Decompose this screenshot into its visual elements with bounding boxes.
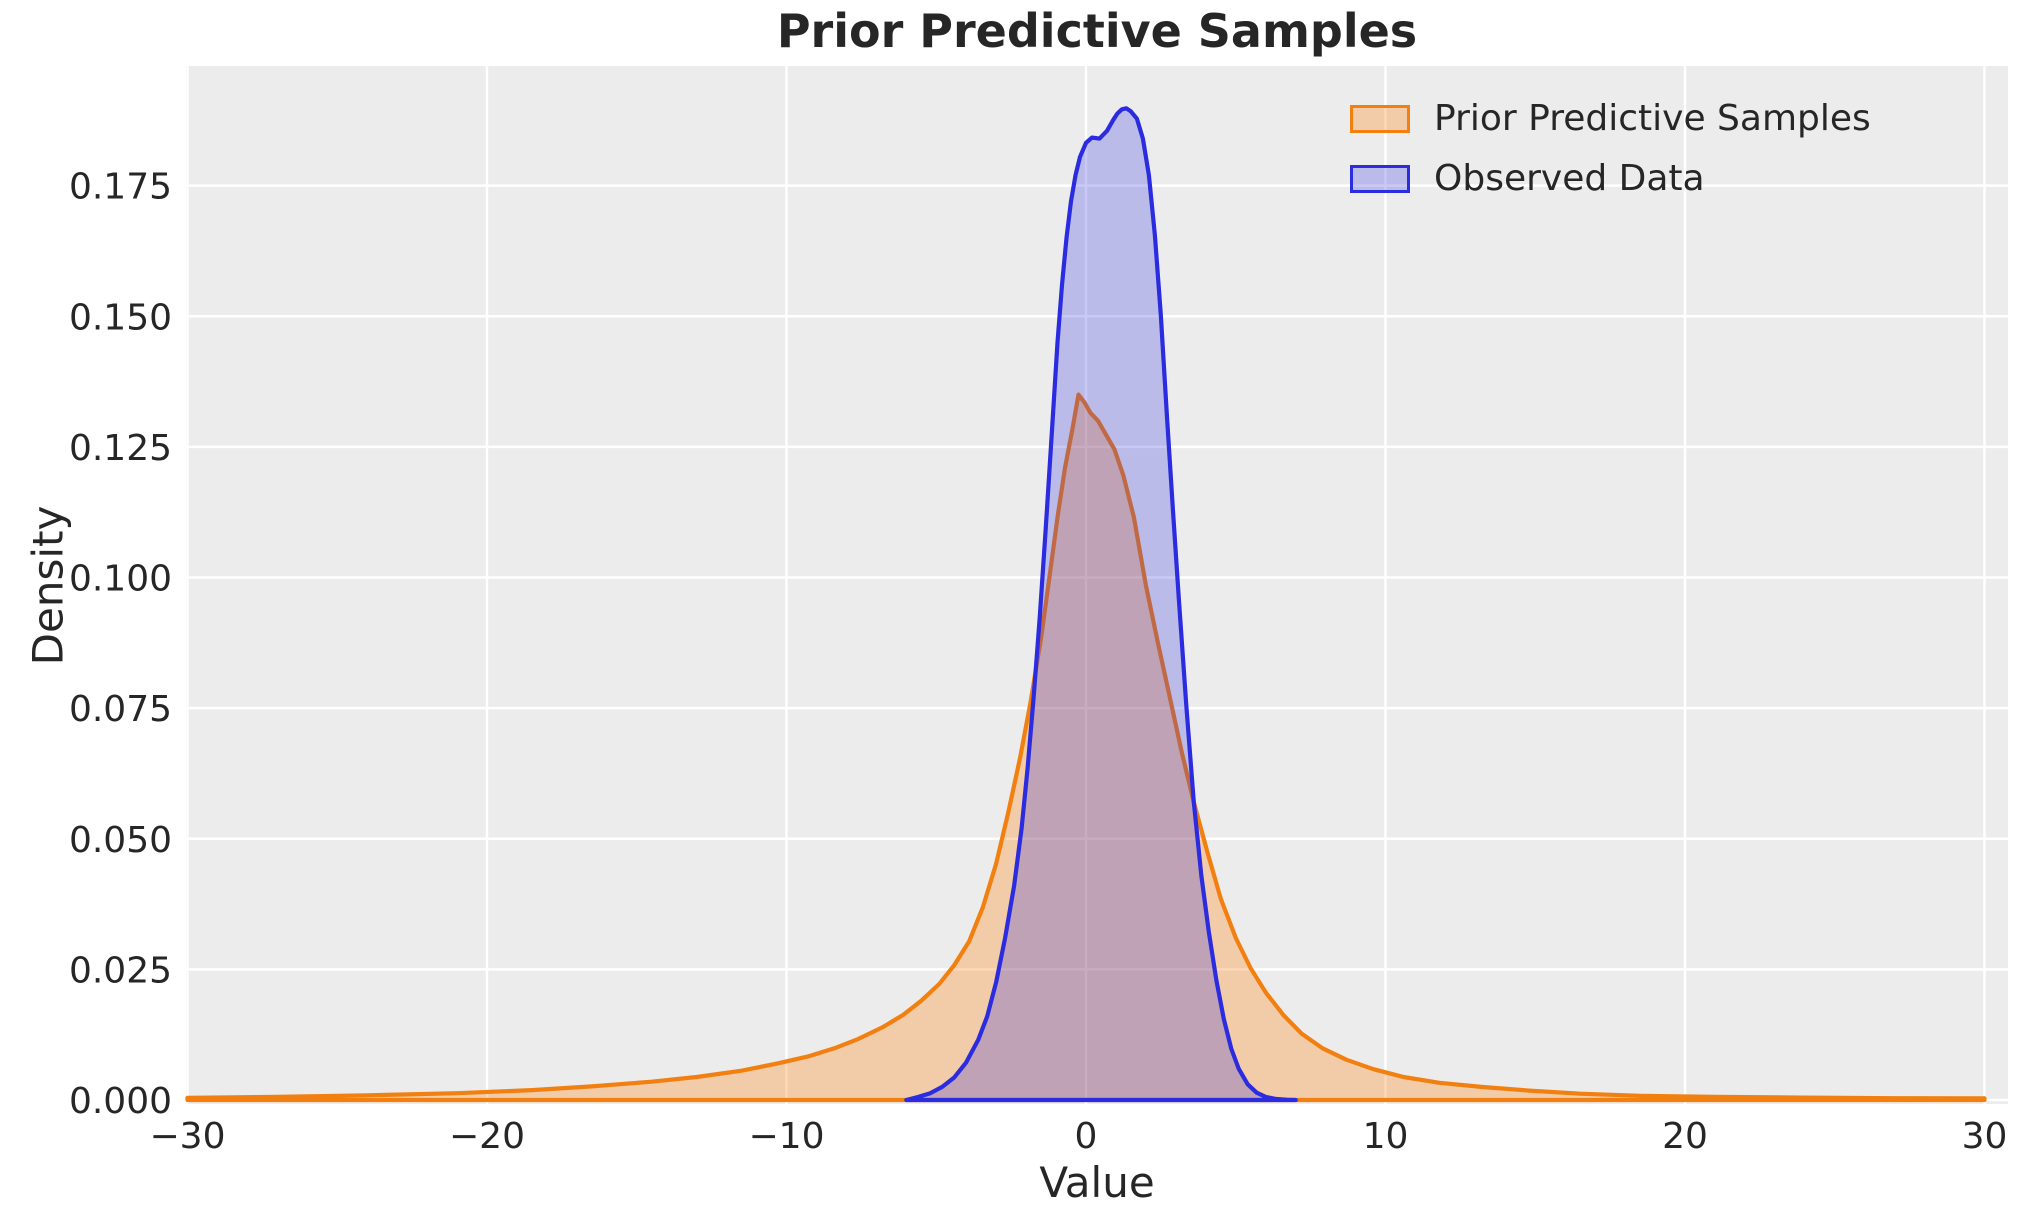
x-tick-label: 10 bbox=[1363, 1116, 1409, 1157]
x-tick-label: 30 bbox=[1962, 1116, 2008, 1157]
x-tick-label: −30 bbox=[150, 1116, 226, 1157]
kde-area-prior bbox=[185, 392, 1987, 1103]
legend-item-prior-predictive-samples: Prior Predictive Samples bbox=[1350, 100, 1871, 138]
y-tick-label: 0.100 bbox=[69, 559, 172, 600]
y-tick-label: 0.025 bbox=[69, 950, 172, 991]
legend-label: Observed Data bbox=[1434, 158, 1705, 199]
kde-area-observed bbox=[904, 106, 1298, 1103]
tick-labels: −30 −20 −10 0 10 20 30 0.000 0.025 0.050 0.075 0.10… bbox=[69, 167, 2007, 1157]
legend-label: Prior Predictive Samples bbox=[1434, 98, 1871, 139]
x-tick-label: 0 bbox=[1075, 1116, 1098, 1157]
y-tick-label: 0.150 bbox=[69, 297, 172, 338]
legend-item-observed-data: Observed Data bbox=[1350, 160, 1871, 198]
legend-swatch-observed-icon bbox=[1350, 165, 1410, 193]
y-tick-label: 0.175 bbox=[69, 167, 172, 208]
x-tick-label: −20 bbox=[449, 1116, 525, 1157]
y-axis-label: Density bbox=[23, 505, 73, 666]
y-tick-label: 0.050 bbox=[69, 820, 172, 861]
chart-title: Prior Predictive Samples bbox=[776, 4, 1418, 58]
legend-swatch-prior-icon bbox=[1350, 105, 1410, 133]
y-tick-label: 0.075 bbox=[69, 689, 172, 730]
x-axis-label: Value bbox=[1039, 1158, 1155, 1207]
y-tick-label: 0.000 bbox=[69, 1081, 172, 1122]
x-tick-label: 20 bbox=[1662, 1116, 1708, 1157]
x-tick-label: −10 bbox=[749, 1116, 825, 1157]
plot-background bbox=[186, 66, 2008, 1104]
y-tick-label: 0.125 bbox=[69, 428, 172, 469]
legend: Prior Predictive Samples Observed Data bbox=[1350, 100, 1871, 198]
